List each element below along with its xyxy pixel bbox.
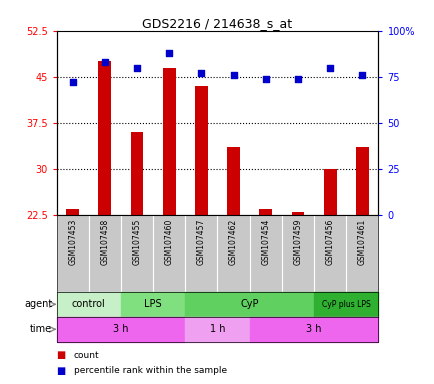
- Text: GSM107455: GSM107455: [132, 219, 141, 265]
- Point: [165, 50, 172, 56]
- Text: GSM107460: GSM107460: [164, 219, 173, 265]
- Text: time: time: [30, 324, 52, 334]
- Bar: [185, 292, 313, 317]
- Title: GDS2216 / 214638_s_at: GDS2216 / 214638_s_at: [142, 17, 292, 30]
- Point: [294, 76, 301, 82]
- Bar: [56, 292, 121, 317]
- Bar: [194, 86, 207, 215]
- Bar: [249, 317, 378, 342]
- Point: [133, 65, 140, 71]
- Text: CyP plus LPS: CyP plus LPS: [321, 300, 370, 309]
- Text: GSM107459: GSM107459: [293, 219, 302, 265]
- Point: [197, 70, 204, 76]
- Text: percentile rank within the sample: percentile rank within the sample: [74, 366, 227, 375]
- Bar: [185, 317, 249, 342]
- Bar: [162, 68, 175, 215]
- Text: control: control: [72, 299, 105, 310]
- Point: [262, 76, 269, 82]
- Bar: [121, 292, 185, 317]
- Text: GSM107453: GSM107453: [68, 219, 77, 265]
- Point: [101, 59, 108, 65]
- Text: LPS: LPS: [144, 299, 161, 310]
- Text: GSM107456: GSM107456: [325, 219, 334, 265]
- Bar: [259, 209, 272, 215]
- Point: [326, 65, 333, 71]
- Bar: [98, 61, 111, 215]
- Bar: [227, 147, 240, 215]
- Point: [69, 79, 76, 85]
- Bar: [130, 132, 143, 215]
- Text: ■: ■: [56, 366, 66, 376]
- Text: GSM107461: GSM107461: [357, 219, 366, 265]
- Text: 3 h: 3 h: [113, 324, 128, 334]
- Bar: [323, 169, 336, 215]
- Text: GSM107458: GSM107458: [100, 219, 109, 265]
- Bar: [56, 317, 185, 342]
- Text: count: count: [74, 351, 99, 360]
- Bar: [313, 292, 378, 317]
- Text: GSM107462: GSM107462: [229, 219, 237, 265]
- Text: 1 h: 1 h: [209, 324, 225, 334]
- Point: [230, 72, 237, 78]
- Bar: [355, 147, 368, 215]
- Text: GSM107454: GSM107454: [261, 219, 270, 265]
- Bar: [66, 209, 79, 215]
- Text: agent: agent: [24, 299, 52, 310]
- Text: 3 h: 3 h: [306, 324, 321, 334]
- Text: GSM107457: GSM107457: [197, 219, 205, 265]
- Text: CyP: CyP: [240, 299, 258, 310]
- Text: ■: ■: [56, 350, 66, 360]
- Bar: [291, 212, 304, 215]
- Point: [358, 72, 365, 78]
